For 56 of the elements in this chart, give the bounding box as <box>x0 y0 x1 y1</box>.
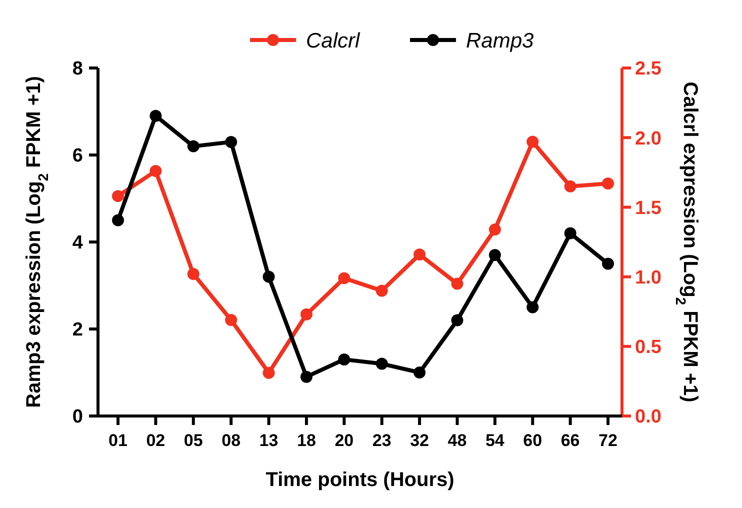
y2-tick-label: 0.0 <box>635 406 662 428</box>
x-tick-label: 23 <box>372 431 392 450</box>
point <box>338 353 350 366</box>
y2-tick-label: 1.0 <box>635 267 662 288</box>
point <box>112 190 124 202</box>
point <box>187 268 200 280</box>
point <box>602 178 614 190</box>
x-tick-label: 13 <box>259 431 278 450</box>
point <box>262 366 275 379</box>
point <box>414 248 426 261</box>
legend-label: Ramp3 <box>466 29 534 52</box>
y2-tick-label: 2.0 <box>635 128 662 150</box>
y2-tick-label: 2.5 <box>635 58 662 80</box>
legend-label: Calcrl <box>306 29 362 52</box>
point <box>451 314 464 326</box>
point <box>225 136 238 148</box>
point <box>338 272 350 284</box>
point <box>300 308 312 320</box>
point <box>150 110 162 122</box>
x-tick-label: 32 <box>410 431 429 450</box>
point <box>488 223 501 236</box>
point <box>300 370 312 383</box>
y-tick-label: 8 <box>72 58 83 80</box>
point <box>564 180 576 192</box>
point <box>564 227 576 240</box>
y2-tick-label: 0.5 <box>635 337 662 358</box>
x-tick-label: 18 <box>297 431 316 450</box>
y-tick-label: 4 <box>72 232 84 254</box>
x-tick-label: 66 <box>560 431 580 450</box>
x-tick-label: 20 <box>334 431 354 450</box>
y2-tick-label: 1.5 <box>635 198 662 219</box>
x-axis-title: Time points (Hours) <box>266 469 454 491</box>
point <box>112 214 124 226</box>
x-tick-label: 72 <box>598 431 618 450</box>
x-tick-label: 01 <box>108 431 128 450</box>
point <box>526 136 539 148</box>
y-tick-label: 0 <box>72 406 83 428</box>
point <box>262 270 275 283</box>
x-tick-label: 48 <box>448 431 467 450</box>
point <box>225 314 238 326</box>
point <box>376 284 388 297</box>
point <box>451 278 464 290</box>
x-tick-label: 08 <box>222 431 241 450</box>
x-tick-label: 60 <box>523 431 542 450</box>
x-tick-label: 54 <box>485 431 505 450</box>
point <box>414 366 426 378</box>
x-tick-label: 02 <box>146 431 166 450</box>
y-tick-label: 2 <box>72 320 83 341</box>
point <box>602 258 614 270</box>
point <box>488 249 501 262</box>
y-tick-label: 6 <box>72 146 83 167</box>
x-tick-label: 05 <box>184 431 203 450</box>
point <box>526 301 539 314</box>
point <box>150 165 162 178</box>
point <box>376 358 388 370</box>
point <box>187 140 200 152</box>
